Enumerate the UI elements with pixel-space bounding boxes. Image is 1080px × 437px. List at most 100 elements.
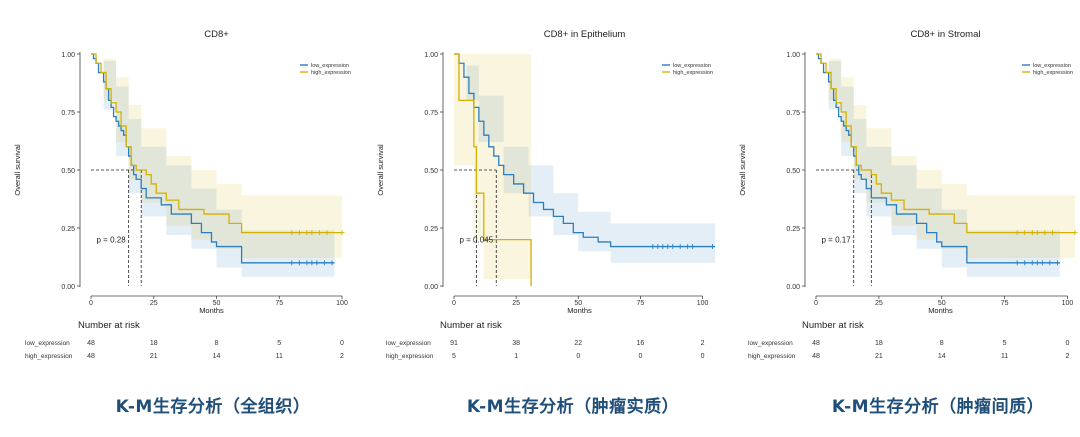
survival-curve-high_expression (91, 53, 342, 234)
x-axis-label: Months (199, 306, 224, 315)
risk-count: 2 (1066, 353, 1070, 360)
risk-table-title: Number at risk (78, 320, 140, 331)
risk-count: 5 (1003, 340, 1007, 347)
y-tick-label: 0.50 (786, 168, 800, 175)
risk-count: 18 (875, 340, 883, 347)
caption-epithelium: K-M生存分析（肿瘤实质） (466, 397, 680, 417)
y-tick-label: 1.00 (424, 52, 438, 59)
risk-count: 5 (452, 353, 456, 360)
risk-count: 1 (514, 353, 518, 360)
risk-count: 0 (701, 353, 705, 360)
y-tick-label: 0.00 (786, 284, 800, 291)
y-tick-label: 0.50 (61, 168, 75, 175)
y-tick-label: 1.00 (61, 52, 75, 59)
p-value-label: p = 0.17 (822, 236, 852, 245)
risk-table-title: Number at risk (802, 320, 864, 331)
p-value-label: p = 0.28 (97, 236, 127, 245)
risk-count: 14 (938, 353, 946, 360)
x-tick-label: 0 (89, 300, 93, 307)
risk-count: 8 (215, 340, 219, 347)
legend-label-low_expression: low_expression (311, 63, 349, 69)
legend-label-high_expression: high_expression (673, 70, 713, 76)
legend-label-low_expression: low_expression (673, 63, 711, 69)
y-axis-label: Overall survival (376, 144, 385, 196)
legend-label-high_expression: high_expression (311, 70, 351, 76)
risk-count: 14 (213, 353, 221, 360)
risk-row-label: low_expression (386, 340, 431, 347)
chart-title: CD8+ in Stromal (911, 29, 981, 40)
risk-table-title: Number at risk (440, 320, 502, 331)
x-tick-label: 100 (697, 300, 709, 307)
risk-count: 48 (812, 340, 820, 347)
x-tick-label: 50 (938, 300, 946, 307)
x-axis-label: Months (567, 306, 592, 315)
ci-band-low_expression (91, 54, 335, 277)
y-tick-label: 0.25 (61, 226, 75, 233)
legend-label-low_expression: low_expression (1033, 63, 1071, 69)
x-tick-label: 100 (1062, 300, 1074, 307)
y-axis-label: Overall survival (13, 144, 22, 196)
km-panel-0: CD8+0.000.250.500.751.000 25 50 75 100Months… (13, 29, 351, 360)
risk-count: 8 (940, 340, 944, 347)
x-tick-label: 75 (637, 300, 645, 307)
risk-count: 16 (637, 340, 645, 347)
risk-count: 22 (574, 340, 582, 347)
risk-count: 0 (638, 353, 642, 360)
risk-row-label: low_expression (25, 340, 70, 347)
risk-count: 21 (150, 353, 158, 360)
risk-row-label: high_expression (386, 353, 434, 360)
km-panel-1: CD8+ in Epithelium 0.00 0.25 0.50 0.75 1.00 0 2… (376, 29, 716, 360)
chart-title: CD8+ (204, 29, 229, 40)
y-tick-label: 0.75 (786, 110, 800, 117)
risk-count: 11 (1001, 353, 1008, 360)
y-tick-label: 1.00 (786, 52, 800, 59)
survival-curve-low_expression (454, 53, 715, 248)
x-tick-label: 50 (213, 300, 221, 307)
y-tick-label: 0.00 (61, 284, 75, 291)
risk-count: 48 (87, 340, 95, 347)
ci-band-high_expression (91, 54, 342, 259)
y-tick-label: 0.75 (424, 110, 438, 117)
x-tick-label: 75 (1001, 300, 1009, 307)
x-tick-label: 50 (574, 300, 582, 307)
risk-count: 38 (512, 340, 520, 347)
risk-count: 2 (701, 340, 705, 347)
risk-count: 0 (576, 353, 580, 360)
ci-band-low_expression (816, 54, 1060, 277)
risk-count: 0 (340, 340, 344, 347)
risk-count: 91 (450, 340, 458, 347)
survival-curve-high_expression (454, 53, 532, 286)
y-axis-label: Overall survival (738, 144, 747, 196)
y-tick-label: 0.75 (61, 110, 75, 117)
y-tick-label: 0.50 (424, 168, 438, 175)
risk-count: 48 (812, 353, 820, 360)
p-value-label: p = 0.045 (459, 236, 493, 245)
risk-count: 11 (276, 353, 283, 360)
x-tick-label: 25 (512, 300, 520, 307)
risk-count: 0 (1066, 340, 1070, 347)
x-tick-label: 0 (814, 300, 818, 307)
x-tick-label: 100 (336, 300, 348, 307)
y-tick-label: 0.25 (786, 226, 800, 233)
risk-count: 2 (340, 353, 344, 360)
risk-row-label: high_expression (748, 353, 796, 360)
x-tick-label: 25 (875, 300, 883, 307)
ci-band-high_expression (816, 54, 1075, 259)
x-tick-label: 75 (275, 300, 283, 307)
x-tick-label: 25 (150, 300, 158, 307)
x-tick-label: 0 (452, 300, 456, 307)
ci-band-low_expression (454, 54, 715, 263)
caption-whole-tissue: K-M生存分析（全组织） (115, 397, 311, 417)
risk-count: 21 (875, 353, 883, 360)
risk-count: 48 (87, 353, 95, 360)
y-tick-label: 0.00 (424, 284, 438, 291)
caption-stromal: K-M生存分析（肿瘤间质） (831, 397, 1045, 417)
y-tick-label: 0.25 (424, 226, 438, 233)
legend-label-high_expression: high_expression (1033, 70, 1073, 76)
risk-count: 5 (277, 340, 281, 347)
risk-row-label: low_expression (748, 340, 793, 347)
survival-curve-high_expression (816, 53, 1075, 234)
